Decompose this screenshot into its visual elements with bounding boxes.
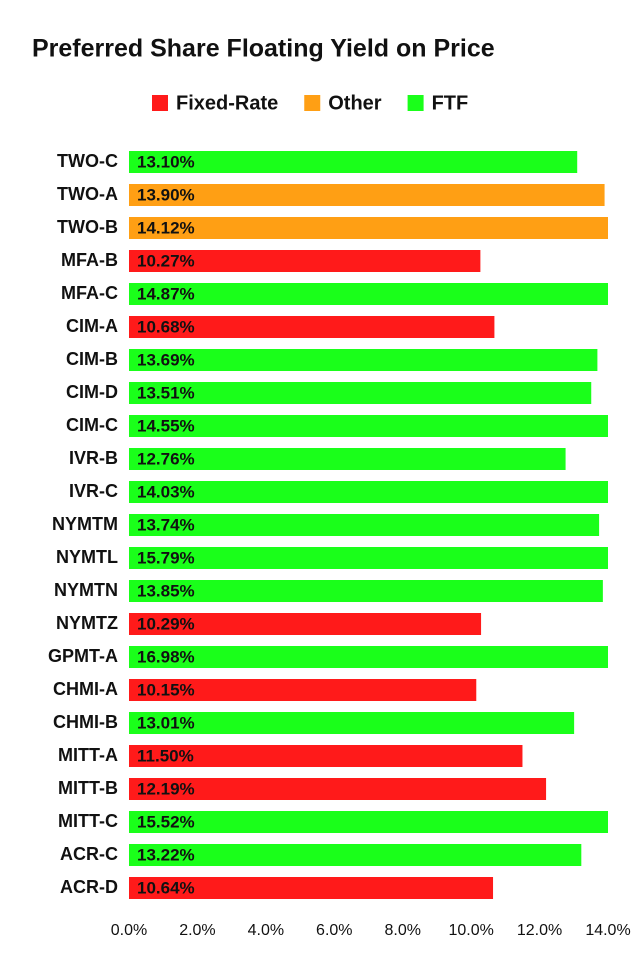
y-tick-label: IVR-B (69, 448, 118, 468)
bar (129, 415, 608, 437)
y-tick-label: TWO-B (57, 217, 118, 237)
y-tick-label: NYMTN (54, 580, 118, 600)
bar (129, 712, 575, 734)
legend-swatch (407, 95, 424, 111)
x-tick-label: 12.0% (517, 922, 562, 939)
bar (129, 547, 608, 569)
x-tick-label: 8.0% (384, 922, 420, 939)
bar (129, 646, 608, 668)
value-label: 10.29% (137, 614, 195, 633)
value-label: 14.87% (137, 284, 195, 303)
y-tick-label: MITT-C (58, 811, 118, 831)
plot-area (129, 151, 608, 899)
y-tick-label: NYMTM (52, 514, 118, 534)
y-tick-label: MFA-C (61, 283, 118, 303)
value-label: 10.27% (137, 251, 195, 270)
y-tick-label: CIM-B (66, 349, 118, 369)
bar (129, 844, 582, 866)
value-label: 15.52% (137, 812, 195, 831)
bar (129, 778, 547, 800)
bar (129, 811, 608, 833)
value-label: 13.69% (137, 350, 195, 369)
bar (129, 349, 598, 371)
value-label: 15.79% (137, 548, 195, 567)
value-label: 10.68% (137, 317, 195, 336)
value-label: 13.90% (137, 185, 195, 204)
value-label: 12.76% (137, 449, 195, 468)
y-tick-label: IVR-C (69, 481, 118, 501)
value-label: 13.51% (137, 383, 195, 402)
bar (129, 481, 608, 503)
bar (129, 613, 482, 635)
y-tick-label: CHMI-A (53, 679, 118, 699)
bar (129, 250, 481, 272)
x-tick-label: 10.0% (448, 922, 493, 939)
bar (129, 217, 608, 239)
bar (129, 448, 566, 470)
legend-label: Fixed-Rate (176, 92, 278, 114)
bar (129, 184, 605, 206)
value-label: 14.55% (137, 416, 195, 435)
chart-title: Preferred Share Floating Yield on Price (32, 35, 495, 63)
value-label: 13.10% (137, 152, 195, 171)
bar (129, 382, 592, 404)
y-tick-label: TWO-C (57, 151, 118, 171)
value-label: 12.19% (137, 779, 195, 798)
legend-swatch (304, 95, 321, 111)
value-label: 13.22% (137, 845, 195, 864)
y-tick-label: MFA-B (61, 250, 118, 270)
value-label: 14.03% (137, 482, 195, 501)
x-tick-label: 2.0% (179, 922, 215, 939)
y-tick-label: CIM-D (66, 382, 118, 402)
x-tick-label: 4.0% (248, 922, 284, 939)
value-label: 13.85% (137, 581, 195, 600)
y-tick-label: MITT-A (58, 745, 118, 765)
bar (129, 514, 600, 536)
bar (129, 151, 578, 173)
y-tick-label: NYMTL (56, 547, 118, 567)
y-tick-label: CHMI-B (53, 712, 118, 732)
legend-label: Other (328, 92, 382, 114)
y-tick-label: ACR-C (60, 844, 118, 864)
x-tick-label: 6.0% (316, 922, 352, 939)
y-tick-label: CIM-A (66, 316, 118, 336)
bar (129, 745, 523, 767)
legend-label: FTF (432, 92, 469, 114)
bar (129, 679, 477, 701)
value-label: 14.12% (137, 218, 195, 237)
value-label: 16.98% (137, 647, 195, 666)
y-tick-label: ACR-D (60, 877, 118, 897)
y-tick-label: GPMT-A (48, 646, 118, 666)
value-label: 10.15% (137, 680, 195, 699)
x-tick-label: 14.0% (585, 922, 630, 939)
value-label: 11.50% (137, 746, 194, 765)
y-tick-label: MITT-B (58, 778, 118, 798)
y-tick-label: TWO-A (57, 184, 118, 204)
y-tick-label: CIM-C (66, 415, 118, 435)
x-tick-label: 0.0% (111, 922, 147, 939)
bar (129, 316, 495, 338)
legend-swatch (152, 95, 168, 111)
bar (129, 877, 494, 899)
y-tick-label: NYMTZ (56, 613, 118, 633)
value-label: 13.74% (137, 515, 195, 534)
value-label: 13.01% (137, 713, 195, 732)
bar (129, 580, 603, 602)
bar (129, 283, 608, 305)
value-label: 10.64% (137, 878, 195, 897)
